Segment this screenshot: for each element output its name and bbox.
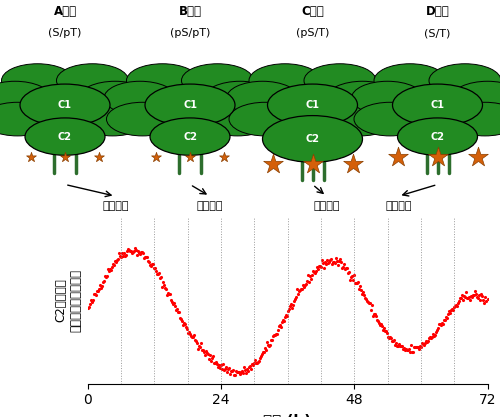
Text: C2: C2: [306, 134, 320, 144]
Point: [348, 161, 356, 168]
Point: [474, 154, 482, 161]
Text: C2: C2: [430, 132, 444, 142]
Point: [268, 161, 276, 168]
Circle shape: [354, 102, 426, 136]
Text: 強い蛍光: 強い蛍光: [386, 201, 412, 211]
Point: [220, 154, 228, 161]
Circle shape: [352, 81, 424, 115]
Text: (pS/T): (pS/T): [296, 28, 329, 38]
Circle shape: [398, 118, 477, 155]
Text: C状態: C状態: [301, 5, 324, 18]
Circle shape: [2, 64, 74, 98]
Text: C2: C2: [58, 132, 72, 142]
Circle shape: [56, 64, 128, 98]
Point: [27, 154, 35, 161]
Text: D状態: D状態: [426, 5, 450, 18]
Text: C1: C1: [306, 100, 320, 110]
Point: [186, 154, 194, 161]
Circle shape: [79, 81, 151, 115]
Circle shape: [226, 81, 298, 115]
Circle shape: [449, 102, 500, 136]
Circle shape: [304, 64, 376, 98]
Point: [394, 154, 402, 161]
Text: (pS/pT): (pS/pT): [170, 28, 210, 38]
Text: C1: C1: [183, 100, 197, 110]
Circle shape: [126, 64, 198, 98]
Text: C1: C1: [430, 100, 444, 110]
Circle shape: [20, 84, 110, 126]
Circle shape: [150, 118, 230, 155]
Text: 弱い蛍光: 弱い蛍光: [196, 201, 223, 211]
Text: 強い蛍光: 強い蛍光: [313, 201, 340, 211]
Circle shape: [202, 102, 274, 136]
Text: B状態: B状態: [178, 5, 202, 18]
Text: 弱い蛍光: 弱い蛍光: [102, 201, 128, 211]
Point: [434, 154, 442, 161]
Circle shape: [229, 102, 301, 136]
Point: [61, 154, 69, 161]
Point: [152, 154, 160, 161]
Circle shape: [374, 64, 446, 98]
Circle shape: [429, 64, 500, 98]
Point: [95, 154, 103, 161]
Circle shape: [262, 116, 362, 162]
Text: (S/T): (S/T): [424, 28, 450, 38]
Circle shape: [0, 102, 54, 136]
Circle shape: [106, 102, 178, 136]
Text: (S/pT): (S/pT): [48, 28, 82, 38]
Y-axis label: C2リングの
トリプトファン蛍光: C2リングの トリプトファン蛍光: [54, 269, 82, 332]
Circle shape: [249, 64, 321, 98]
Circle shape: [204, 81, 276, 115]
Circle shape: [268, 84, 358, 126]
Circle shape: [76, 102, 148, 136]
Text: A状態: A状態: [54, 5, 76, 18]
Circle shape: [326, 81, 398, 115]
Circle shape: [0, 81, 51, 115]
Text: C2: C2: [183, 132, 197, 142]
Circle shape: [145, 84, 235, 126]
Circle shape: [25, 118, 105, 155]
Circle shape: [392, 84, 482, 126]
Point: [308, 161, 316, 168]
Circle shape: [104, 81, 176, 115]
Circle shape: [324, 102, 396, 136]
X-axis label: 時間 (h): 時間 (h): [264, 413, 312, 417]
Text: C1: C1: [58, 100, 72, 110]
Circle shape: [182, 64, 254, 98]
Circle shape: [452, 81, 500, 115]
